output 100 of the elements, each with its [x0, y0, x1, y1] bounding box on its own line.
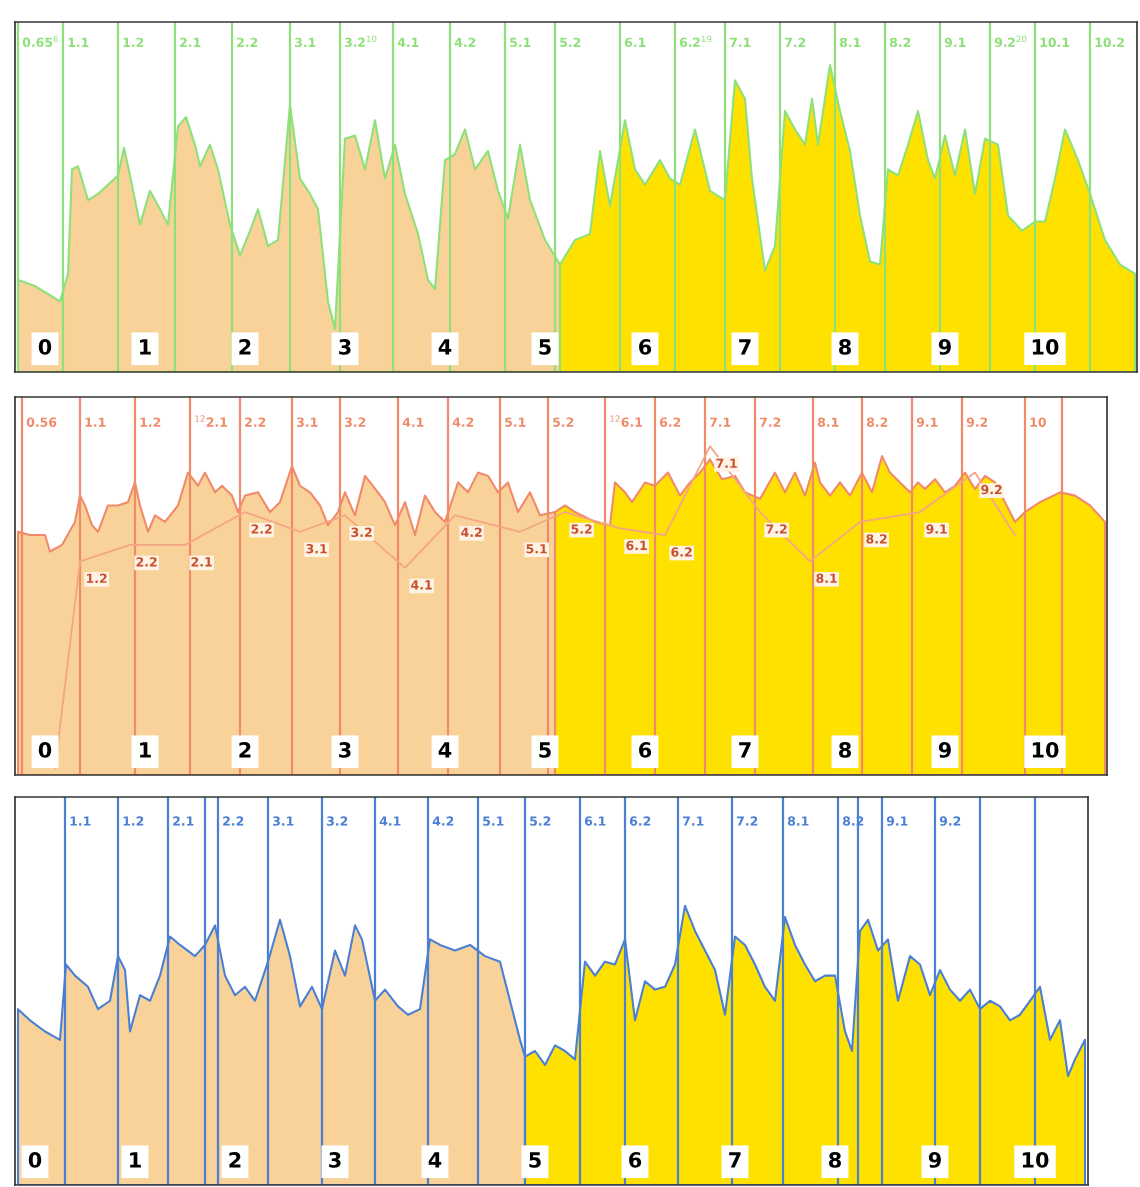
x-tick-label: 5 — [539, 339, 551, 355]
annotation: 5.1 — [510, 37, 531, 48]
x-tick-label: 8 — [839, 339, 851, 355]
annotation: 6.1 — [584, 816, 606, 826]
annotation: 4.2 — [452, 417, 474, 427]
annotation: 4.2 — [461, 527, 482, 537]
annotation: 8.2 — [866, 417, 888, 427]
x-tick-label: 10 — [1032, 742, 1059, 758]
annotation: 2.1 — [173, 816, 194, 826]
annotation: 1.1 — [70, 816, 91, 826]
annotation: 2.2 — [136, 557, 157, 567]
annotation: 6.2$^{19}$ — [679, 35, 712, 48]
x-tick-label: 2 — [239, 339, 251, 355]
x-tick-label: 5 — [529, 1152, 541, 1168]
annotation: 5.2 — [571, 524, 592, 534]
annotation: 6.2 — [629, 816, 651, 826]
annotation: 1.2 — [123, 37, 144, 47]
annotation: 3.2$^{10}$ — [345, 35, 377, 48]
annotation: 4.1 — [379, 816, 401, 826]
annotation: 5.1 — [483, 816, 504, 826]
annotation: 10 — [1030, 417, 1046, 427]
annotation: 9.2 — [981, 484, 1002, 495]
x-tick-label: 1 — [130, 1152, 141, 1168]
annotation: 8.1 — [787, 816, 809, 826]
annotation: 2.2 — [251, 524, 272, 534]
x-tick-label: 7 — [739, 339, 751, 355]
annotation: 8.1 — [839, 37, 861, 48]
annotation: 5.2 — [553, 417, 574, 427]
annotation: 8.1 — [816, 573, 837, 584]
annotation: 3.2 — [345, 417, 366, 427]
annotation: 9.2$^{20}$ — [994, 35, 1027, 48]
annotation: 4.1 — [397, 37, 419, 47]
annotation: 0.65$^{6}$ — [22, 35, 59, 48]
x-tick-label: 6 — [639, 339, 652, 355]
annotation: 7.1 — [683, 816, 704, 826]
annotation: 10.1 — [1040, 37, 1070, 48]
annotation: 7.1 — [710, 417, 731, 427]
annotation: 6.1 — [626, 540, 647, 551]
x-tick-label: 1 — [140, 339, 151, 355]
annotation: $^{12}$6.1 — [610, 415, 643, 427]
x-tick-label: 2 — [229, 1152, 241, 1168]
annotation: 4.1 — [411, 580, 432, 590]
annotation: 9.1 — [944, 37, 966, 48]
annotation: 7.2 — [737, 816, 758, 826]
annotation: 7.2 — [766, 524, 787, 534]
annotation: 7.2 — [760, 417, 781, 427]
x-tick-label: 8 — [839, 742, 851, 758]
annotation: 4.1 — [402, 417, 424, 427]
annotation: 3.1 — [297, 417, 318, 427]
annotation: 2.2 — [237, 37, 258, 47]
annotation: 5.1 — [505, 417, 526, 427]
annotation: 3.1 — [306, 543, 327, 554]
annotation: 9.2 — [939, 816, 961, 826]
x-tick-label: 0 — [38, 339, 52, 355]
annotation: 0.56 — [26, 417, 57, 427]
x-tick-label: 7 — [739, 742, 751, 758]
annotation: 3.1 — [273, 816, 294, 826]
annotation: 3.2 — [351, 527, 372, 538]
x-tick-label: 9 — [938, 339, 951, 355]
x-tick-label: 10 — [1022, 1152, 1049, 1168]
annotation: 8.2 — [866, 534, 887, 544]
annotation: 7.1 — [730, 37, 751, 47]
x-tick-label: 9 — [928, 1152, 941, 1168]
annotation: $^{12}$2.1 — [195, 415, 228, 427]
x-tick-label: 7 — [729, 1152, 741, 1168]
annotation: 7.1 — [716, 458, 737, 468]
annotation: 3.2 — [327, 816, 348, 826]
annotation: 1.2 — [86, 573, 107, 583]
x-tick-label: 2 — [239, 742, 251, 758]
x-tick-label: 3 — [339, 742, 351, 758]
annotation: 5.1 — [526, 544, 547, 554]
annotation: 9.2 — [966, 417, 988, 427]
x-tick-label: 6 — [639, 742, 652, 758]
annotation: 8.1 — [817, 417, 839, 427]
x-tick-label: 10 — [1032, 339, 1059, 355]
x-tick-label: 3 — [329, 1152, 341, 1168]
x-tick-label: 5 — [539, 742, 551, 758]
annotation: 8.2 — [889, 37, 911, 48]
annotation: 3.1 — [295, 37, 316, 48]
annotation: 5.2 — [560, 37, 581, 48]
annotation: 4.2 — [432, 816, 454, 826]
annotation: 10.2 — [1095, 37, 1124, 48]
annotation: 2.1 — [191, 557, 212, 567]
annotation: 6.2 — [659, 417, 681, 427]
x-tick-label: 9 — [938, 742, 951, 758]
annotation: 1.1 — [68, 37, 89, 47]
x-tick-label: 4 — [428, 1152, 442, 1168]
annotation: 5.2 — [530, 816, 551, 826]
x-tick-label: 3 — [339, 339, 351, 355]
annotation: 2.2 — [245, 417, 266, 427]
x-tick-label: 8 — [829, 1152, 841, 1168]
annotation: 9.1 — [886, 816, 908, 826]
x-tick-label: 0 — [28, 1152, 42, 1168]
annotation: 1.2 — [140, 417, 161, 427]
annotation: 7.2 — [785, 37, 806, 47]
x-tick-label: 1 — [140, 742, 151, 758]
x-tick-label: 4 — [438, 339, 452, 355]
x-tick-label: 0 — [38, 742, 52, 758]
annotation: 4.2 — [454, 37, 476, 47]
annotation: 6.1 — [624, 37, 646, 48]
